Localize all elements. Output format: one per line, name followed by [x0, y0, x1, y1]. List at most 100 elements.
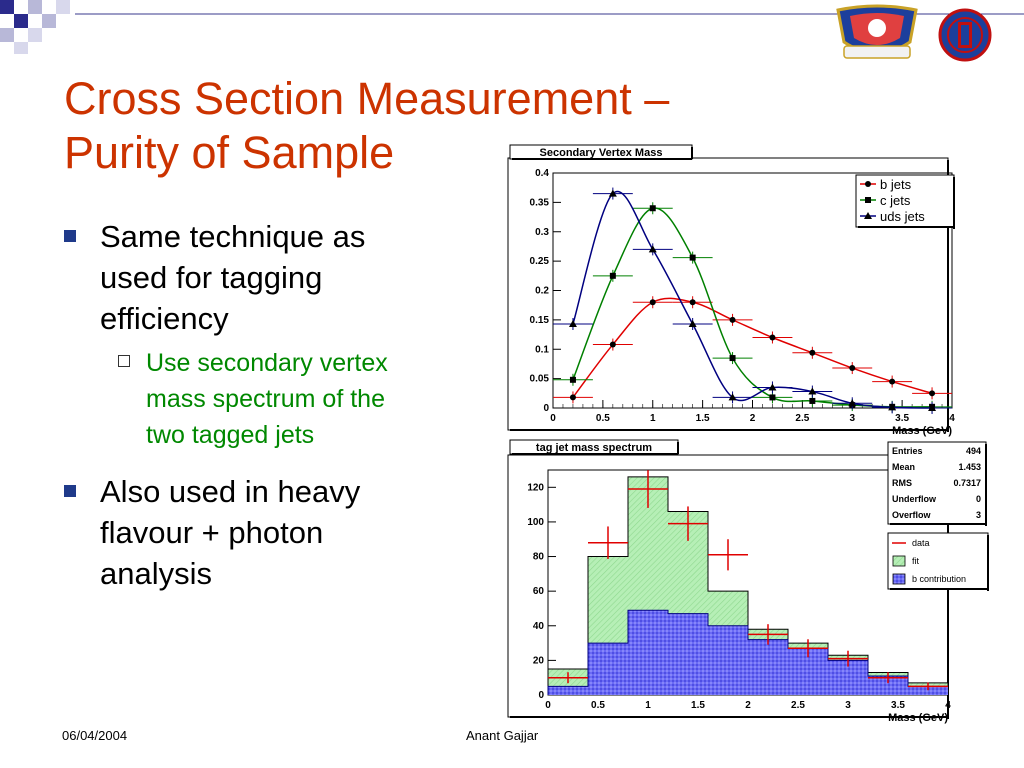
- tjm-legend-swatch: [892, 573, 906, 585]
- svm-point: [608, 189, 617, 197]
- tjm-y-tick-label: 80: [533, 552, 545, 563]
- tjm-b-contribution-bar: [628, 610, 668, 695]
- tjm-y-tick-label: 40: [533, 621, 545, 632]
- svm-point: [569, 394, 576, 401]
- tjm-b-contribution-bar: [548, 686, 588, 695]
- svm-x-tick-label: 1: [650, 413, 656, 424]
- svm-point: [769, 394, 776, 401]
- tjm-legend-label: b contribution: [912, 574, 966, 584]
- hollow-square-bullet-icon: [118, 355, 130, 367]
- svm-legend-marker: [864, 212, 872, 219]
- sub-bullet-item: Use secondary vertex mass spectrum of th…: [62, 345, 482, 453]
- bullet-item: Same technique as used for tagging effic…: [62, 216, 482, 339]
- sub-bullet-text-line: two tagged jets: [146, 421, 315, 449]
- svm-y-tick-label: 0.3: [535, 227, 549, 238]
- cdf-logo-icon: [938, 8, 992, 62]
- sub-bullet-text-line: mass spectrum of the: [146, 385, 385, 413]
- svm-point: [689, 299, 696, 306]
- tjm-x-axis-label: Mass (GeV): [888, 712, 948, 724]
- tjm-b-contribution-bar: [708, 625, 748, 695]
- bullet-text-line: Same technique as: [100, 219, 366, 254]
- tjm-b-contribution-outline: [547, 609, 948, 695]
- svm-legend-label: c jets: [880, 193, 911, 208]
- svm-x-tick-label: 0: [550, 413, 556, 424]
- slide-title: Cross Section Measurement – Purity of Sa…: [64, 72, 864, 180]
- university-crest-icon: [836, 4, 918, 59]
- bullet-text-line: used for tagging: [100, 260, 323, 295]
- svm-point: [809, 397, 816, 404]
- tjm-y-tick-label: 100: [527, 517, 544, 528]
- svm-point: [609, 341, 616, 348]
- svm-x-tick-label: 0.5: [596, 413, 610, 424]
- tjm-stats-label: Entries: [892, 446, 923, 456]
- svm-x-tick-label: 3: [849, 413, 855, 424]
- svm-point: [569, 376, 576, 383]
- tjm-stats-label: RMS: [892, 478, 912, 488]
- svm-y-tick-label: 0.05: [530, 374, 550, 385]
- tjm-b-contribution-bar: [748, 639, 788, 695]
- tjm-stats-label: Mean: [892, 462, 915, 472]
- sub-bullet-text-line: Use secondary vertex: [146, 349, 388, 377]
- svm-x-tick-label: 2.5: [795, 413, 809, 424]
- bullet-list: Same technique as used for tagging effic…: [62, 216, 482, 594]
- tjm-x-tick-label: 3: [845, 700, 851, 711]
- tjm-y-tick-label: 0: [538, 690, 544, 701]
- svm-y-tick-label: 0.15: [530, 315, 550, 326]
- svm-x-tick-label: 2: [750, 413, 756, 424]
- footer-author: Anant Gajjar: [466, 728, 539, 743]
- square-bullet-icon: [64, 230, 76, 242]
- svm-y-tick-label: 0.25: [530, 256, 550, 267]
- svm-x-axis-label: Mass (GeV): [892, 425, 952, 437]
- tjm-b-contribution-bar: [668, 613, 708, 695]
- tjm-x-tick-label: 0.5: [591, 700, 605, 711]
- svm-point: [889, 378, 896, 385]
- svm-x-tick-label: 1.5: [696, 413, 710, 424]
- svm-point: [688, 319, 697, 327]
- svm-point: [729, 316, 736, 323]
- tjm-x-tick-label: 2.5: [791, 700, 805, 711]
- footer-date: 06/04/2004: [62, 728, 128, 743]
- svm-point: [769, 334, 776, 341]
- tjm-y-tick-label: 120: [527, 482, 544, 493]
- svm-point: [808, 387, 817, 395]
- tjm-stats-box: [887, 441, 987, 525]
- tjm-y-tick-label: 60: [533, 586, 545, 597]
- tjm-stats-value: 1.453: [958, 462, 981, 472]
- tjm-title: tag jet mass spectrum: [536, 442, 652, 454]
- tjm-x-tick-label: 1: [645, 700, 651, 711]
- svm-point: [929, 390, 936, 397]
- tjm-legend-swatch: [892, 555, 906, 567]
- decorative-squares: [0, 0, 70, 54]
- svm-x-tick-label: 3.5: [895, 413, 909, 424]
- svm-point: [648, 245, 657, 253]
- svm-point: [888, 403, 897, 411]
- tjm-legend-label: data: [912, 538, 930, 548]
- tjm-stats-value: 3: [976, 510, 981, 520]
- svm-series-line: [572, 297, 933, 398]
- svm-point: [849, 365, 856, 372]
- tjm-b-contribution-bar: [868, 675, 908, 695]
- svm-y-tick-label: 0.35: [530, 197, 550, 208]
- svm-point: [928, 404, 937, 411]
- tjm-x-tick-label: 4: [945, 700, 951, 711]
- tjm-x-tick-label: 3.5: [891, 700, 905, 711]
- title-line-1: Cross Section Measurement –: [64, 73, 670, 124]
- tjm-stats-label: Overflow: [892, 510, 932, 520]
- tjm-legend-label: fit: [912, 556, 920, 566]
- svm-point: [649, 205, 656, 212]
- tjm-x-tick-label: 1.5: [691, 700, 705, 711]
- tjm-b-contribution-bar: [908, 686, 948, 695]
- svm-point: [809, 349, 816, 356]
- bullet-text-line: efficiency: [100, 301, 229, 336]
- svm-point: [728, 393, 737, 401]
- tjm-x-tick-label: 2: [745, 700, 751, 711]
- tjm-stats-label: Underflow: [892, 494, 937, 504]
- svm-y-tick-label: 0.2: [535, 286, 549, 297]
- svm-legend-marker: [865, 197, 871, 203]
- tjm-stats-value: 0.7317: [953, 478, 981, 488]
- svm-title: Secondary Vertex Mass: [540, 147, 663, 159]
- tjm-y-tick-label: 20: [533, 655, 545, 666]
- title-line-2: Purity of Sample: [64, 127, 395, 178]
- svm-point: [568, 319, 577, 327]
- svm-x-tick-label: 4: [949, 413, 955, 424]
